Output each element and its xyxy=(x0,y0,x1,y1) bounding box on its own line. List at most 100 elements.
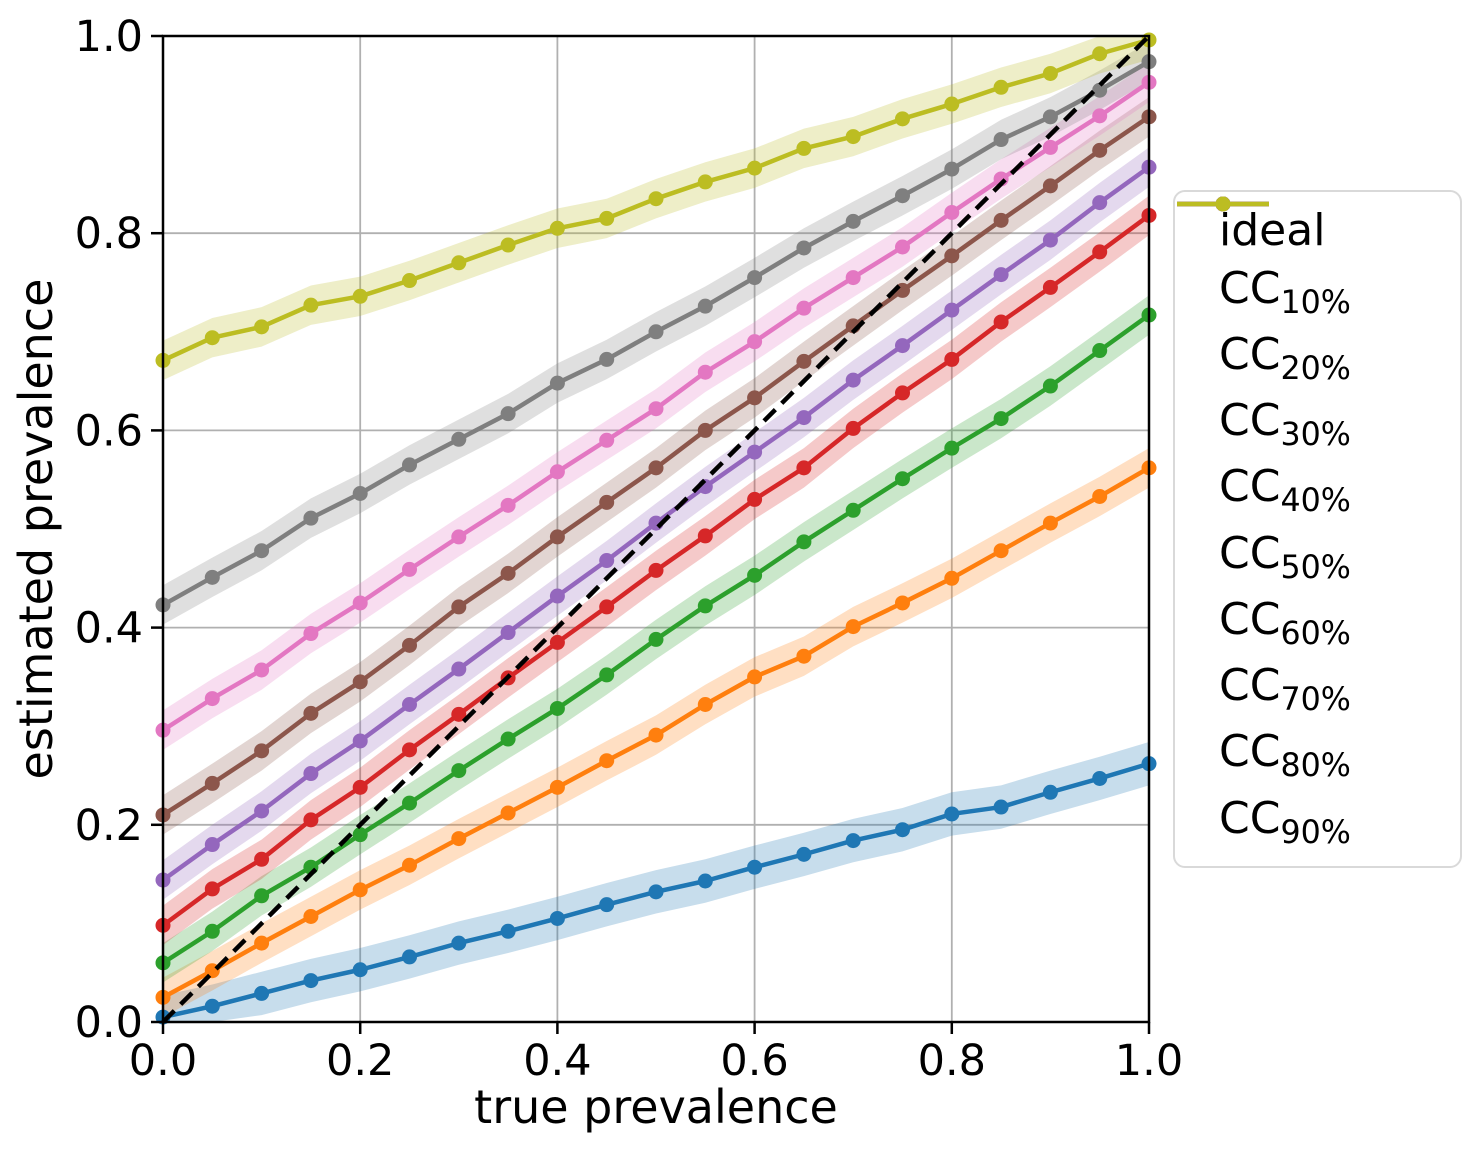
series-marker-cc20 xyxy=(648,727,664,743)
series-marker-cc40 xyxy=(1092,244,1108,260)
series-marker-cc60 xyxy=(697,422,713,438)
series-marker-cc10 xyxy=(254,985,270,1001)
legend-label-cc70: CC70% xyxy=(1219,660,1351,718)
series-marker-cc60 xyxy=(796,353,812,369)
series-marker-cc80 xyxy=(796,240,812,256)
series-marker-cc60 xyxy=(500,565,516,581)
series-marker-cc30 xyxy=(204,923,220,939)
series-marker-cc20 xyxy=(895,595,910,611)
legend-label-cc30: CC30% xyxy=(1219,395,1351,453)
series-marker-cc30 xyxy=(747,567,763,583)
legend: ideal CC10% CC20% CC30% CC40% CC50% CC60% CC70%… xyxy=(1173,190,1462,868)
series-marker-cc50 xyxy=(599,553,615,569)
series-marker-cc70 xyxy=(549,464,565,480)
series-marker-cc50 xyxy=(402,697,417,713)
series-marker-cc20 xyxy=(254,935,270,951)
series-marker-cc30 xyxy=(254,888,270,904)
series-marker-cc80 xyxy=(402,457,417,473)
ideal-line xyxy=(161,34,1151,1024)
series-marker-cc90 xyxy=(254,319,270,335)
series-marker-cc10 xyxy=(599,897,615,913)
x-tick-label: 0.4 xyxy=(523,1036,591,1086)
series-marker-cc40 xyxy=(303,812,319,828)
legend-item-cc20: CC20% xyxy=(1177,196,1452,385)
series-marker-cc30 xyxy=(895,471,910,487)
series-marker-cc20 xyxy=(599,753,615,769)
series-marker-cc30 xyxy=(1092,343,1108,359)
series-marker-cc40 xyxy=(648,562,664,578)
series-marker-cc20 xyxy=(402,857,417,873)
series-marker-cc30 xyxy=(697,598,713,614)
series-marker-cc20 xyxy=(747,669,763,685)
series-marker-cc20 xyxy=(796,648,812,664)
series-marker-cc60 xyxy=(303,705,319,721)
series-marker-cc10 xyxy=(549,910,565,926)
series-marker-cc40 xyxy=(204,881,220,897)
series-marker-cc20 xyxy=(1042,515,1058,531)
series-marker-cc60 xyxy=(352,674,368,690)
series-marker-cc80 xyxy=(254,543,270,559)
series-marker-cc90 xyxy=(993,79,1009,95)
series-marker-cc40 xyxy=(895,385,910,401)
x-tick-label: 1.0 xyxy=(1115,1036,1183,1086)
y-tick-label: 1.0 xyxy=(75,12,143,62)
series-marker-cc20 xyxy=(993,543,1009,559)
y-tick-label: 0.8 xyxy=(75,209,143,259)
series-marker-cc20 xyxy=(944,570,960,586)
x-axis-label: true prevalence xyxy=(474,1080,838,1134)
series-marker-cc50 xyxy=(796,410,812,426)
series-marker-cc10 xyxy=(1092,770,1108,786)
series-marker-cc80 xyxy=(303,510,319,526)
series-marker-cc30 xyxy=(599,667,615,683)
series-marker-cc80 xyxy=(845,213,861,229)
legend-label-ideal: ideal xyxy=(1219,204,1326,256)
y-tick-label: 0.6 xyxy=(75,406,143,456)
series-marker-cc30 xyxy=(993,411,1009,427)
series-marker-cc60 xyxy=(993,212,1009,228)
series-marker-cc60 xyxy=(1042,178,1058,194)
series-marker-cc40 xyxy=(944,351,960,367)
legend-item-cc80: CC80% xyxy=(1177,196,1452,782)
series-marker-cc70 xyxy=(402,561,417,577)
series-marker-cc50 xyxy=(747,444,763,460)
series-marker-cc80 xyxy=(944,161,960,177)
series-marker-cc10 xyxy=(697,873,713,889)
legend-label-cc90: CC90% xyxy=(1219,792,1351,851)
series-marker-cc40 xyxy=(599,599,615,615)
y-tick-label: 0.2 xyxy=(75,801,143,851)
legend-item-cc10: CC10% xyxy=(1177,196,1452,319)
series-marker-cc90 xyxy=(204,330,220,346)
series-marker-cc10 xyxy=(500,923,516,939)
legend-item-cc70: CC70% xyxy=(1177,196,1452,718)
series-marker-cc90 xyxy=(303,297,319,313)
series-marker-cc90 xyxy=(747,160,763,176)
series-marker-cc40 xyxy=(1042,279,1058,295)
series-marker-cc20 xyxy=(303,908,319,924)
series-marker-cc50 xyxy=(549,588,565,604)
series-marker-cc20 xyxy=(352,882,368,898)
series-marker-cc10 xyxy=(204,998,220,1014)
series-marker-cc40 xyxy=(402,742,417,758)
series-marker-cc60 xyxy=(402,637,417,653)
series-marker-cc10 xyxy=(1042,784,1058,800)
series-marker-cc90 xyxy=(1042,65,1058,81)
series-marker-cc50 xyxy=(303,766,319,782)
series-marker-cc40 xyxy=(993,314,1009,330)
series-marker-cc70 xyxy=(648,401,664,417)
series-marker-cc10 xyxy=(895,822,910,838)
series-marker-cc90 xyxy=(352,288,368,304)
series-marker-cc90 xyxy=(599,210,615,226)
series-marker-cc50 xyxy=(1042,232,1058,248)
series-marker-cc80 xyxy=(993,132,1009,148)
series-marker-cc80 xyxy=(599,351,615,367)
series-marker-cc70 xyxy=(944,204,960,220)
series-marker-cc60 xyxy=(254,743,270,759)
series-marker-cc20 xyxy=(845,619,861,635)
series-marker-cc30 xyxy=(648,631,664,647)
series-marker-cc80 xyxy=(1042,109,1058,125)
series-marker-cc80 xyxy=(648,324,664,340)
series-marker-cc30 xyxy=(402,795,417,811)
legend-item-cc60: CC60% xyxy=(1177,196,1452,650)
series-marker-cc80 xyxy=(352,486,368,502)
